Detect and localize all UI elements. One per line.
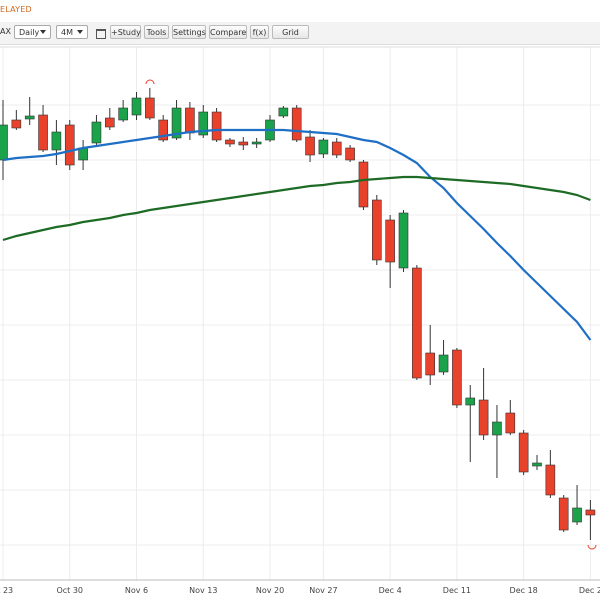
candle-body — [198, 111, 209, 136]
candle-body — [251, 141, 262, 145]
candle-body — [211, 111, 222, 141]
candle-body — [518, 432, 529, 473]
x-tick-label: Dec 4 — [379, 586, 402, 595]
candle-body — [0, 124, 8, 161]
x-tick-label: Nov 20 — [256, 586, 284, 595]
low-marker — [587, 544, 597, 550]
candle-body — [105, 117, 115, 128]
grid-button[interactable]: Grid — [272, 25, 309, 39]
candle-body — [465, 397, 476, 406]
candle-body — [238, 141, 249, 146]
candle-body — [305, 136, 315, 156]
candle-body — [452, 349, 462, 406]
compare-button[interactable]: Compare — [209, 25, 247, 39]
candle-body — [158, 119, 168, 141]
candle-body — [532, 462, 542, 467]
candle-body — [398, 212, 409, 269]
high-marker — [145, 79, 155, 85]
moving-average — [2, 175, 591, 242]
candle-body — [185, 107, 195, 134]
candle-body — [91, 121, 102, 144]
x-tick-label: Dec 11 — [443, 586, 471, 595]
candle-body — [545, 464, 556, 496]
candle-body — [131, 97, 142, 116]
x-tick-label: Nov 13 — [189, 586, 217, 595]
candle-body — [572, 507, 582, 523]
candle-body — [492, 421, 502, 436]
x-tick-label: Nov 27 — [309, 586, 337, 595]
candle-body — [358, 161, 369, 208]
x-tick-label: Nov 6 — [125, 586, 148, 595]
tools-button[interactable]: Tools — [144, 25, 169, 39]
candle-body — [318, 139, 329, 155]
candle-body — [51, 131, 62, 151]
status-text: ELAYED — [0, 5, 32, 14]
candle-body — [438, 354, 449, 373]
candle-body — [171, 107, 182, 139]
candle-body — [558, 497, 569, 531]
interval-select[interactable]: Daily — [14, 25, 51, 39]
candle-body — [64, 124, 75, 166]
candle-body — [291, 107, 302, 141]
candle-body — [11, 119, 22, 129]
candle-body — [412, 267, 422, 379]
moving-average — [2, 128, 592, 341]
fx-button[interactable]: f(x) — [250, 25, 269, 39]
x-tick-label: Dec 2 — [579, 586, 600, 595]
candle-body — [278, 107, 289, 117]
calendar-icon[interactable] — [96, 29, 106, 39]
candle-body — [145, 97, 155, 119]
candle-body — [24, 115, 35, 120]
candle-body — [505, 412, 516, 434]
candle-body — [225, 139, 235, 145]
symbol: AX — [0, 27, 11, 36]
x-tick-label: ct 23 — [0, 586, 13, 595]
toolbar: AX Daily 4M +Study Tools Settings Compar… — [0, 22, 600, 45]
x-tick-label: Dec 18 — [510, 586, 538, 595]
candle-body — [585, 509, 596, 516]
candle-body — [118, 107, 128, 121]
candle-body — [425, 352, 436, 376]
candle-body — [385, 219, 395, 263]
candle-body — [478, 399, 489, 436]
study-button[interactable]: +Study — [110, 25, 141, 39]
x-tick-label: Oct 30 — [56, 586, 83, 595]
candle-body — [371, 199, 382, 261]
candle-body — [331, 141, 342, 156]
candle-body — [38, 114, 48, 151]
settings-button[interactable]: Settings — [172, 25, 206, 39]
candle-body — [345, 147, 355, 161]
range-select[interactable]: 4M — [56, 25, 88, 39]
